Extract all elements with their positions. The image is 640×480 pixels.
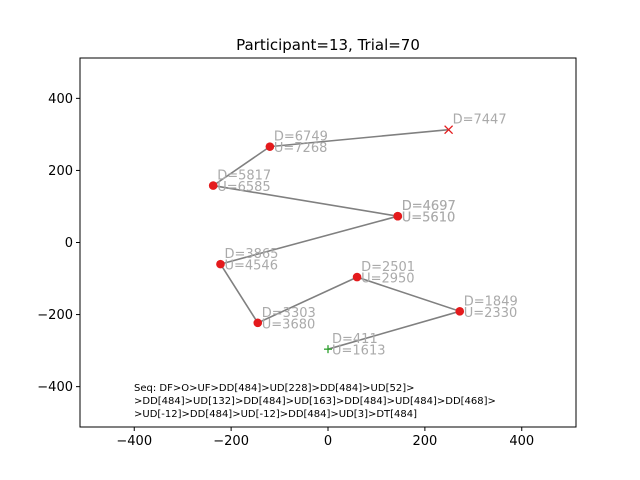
point-label: D=4697 (402, 199, 456, 214)
sequence-annotation: Seq: DF>O>UF>DD[484]>UD[228]>DD[484]>UD[… (134, 383, 496, 420)
y-tick-label: −200 (37, 308, 73, 323)
point-label: D=5817 (217, 169, 271, 184)
x-tick-label: 0 (324, 434, 332, 449)
point-label: D=1849 (464, 294, 518, 309)
point-label: U=4546 (224, 259, 278, 274)
point-label: U=5610 (402, 211, 456, 226)
x-tick-label: 200 (412, 434, 437, 449)
point-label: U=7268 (274, 141, 328, 156)
x-tick-label: 400 (509, 434, 534, 449)
data-point (253, 318, 263, 328)
sequence-annotation-line: >DD[484]>UD[132]>DD[484]>UD[163]>DD[484]… (134, 396, 496, 407)
y-tick-label: −400 (37, 380, 73, 395)
point-label: U=5610 (402, 211, 456, 226)
point-label: U=3680 (262, 317, 316, 332)
data-point (216, 259, 225, 269)
y-tick-label: 0 (65, 236, 73, 251)
data-point (208, 181, 218, 190)
point-label: D=6749 (274, 130, 328, 145)
point-label: U=2950 (361, 272, 415, 287)
y-tick-label: 400 (48, 92, 73, 107)
sequence-annotation-line: Seq: DF>O>UF>DD[484]>UD[228]>DD[484]>UD[… (134, 383, 414, 394)
point-label: D=7447 (453, 113, 507, 128)
end-marker-b (444, 125, 454, 135)
start-marker (324, 345, 332, 354)
data-point (393, 211, 403, 221)
point-label: D=411 (332, 332, 378, 347)
x-tick-label: −200 (213, 434, 249, 449)
point-label: D=4697 (402, 199, 456, 214)
data-point (352, 272, 362, 282)
point-label: U=1613 (332, 344, 386, 359)
point-label: D=2501 (361, 260, 415, 275)
data-point (455, 307, 465, 316)
axes: −400 −200 0 200 400 −400 −200 0 200 400 (37, 57, 577, 449)
end-marker (444, 125, 454, 135)
data-point (265, 142, 275, 151)
sequence-annotation-line: >UD[-12]>DD[484]>UD[-12]>DD[484]>UD[3]>D… (134, 409, 417, 420)
y-tick-label: 200 (48, 164, 73, 179)
chart-title: Participant=13, Trial=70 (236, 36, 420, 54)
x-tick-label: −400 (116, 434, 152, 449)
point-label: U=6585 (217, 180, 271, 195)
point-label: D=3303 (262, 306, 316, 321)
point-label: U=2330 (464, 306, 518, 321)
point-label: D=3865 (224, 247, 278, 262)
